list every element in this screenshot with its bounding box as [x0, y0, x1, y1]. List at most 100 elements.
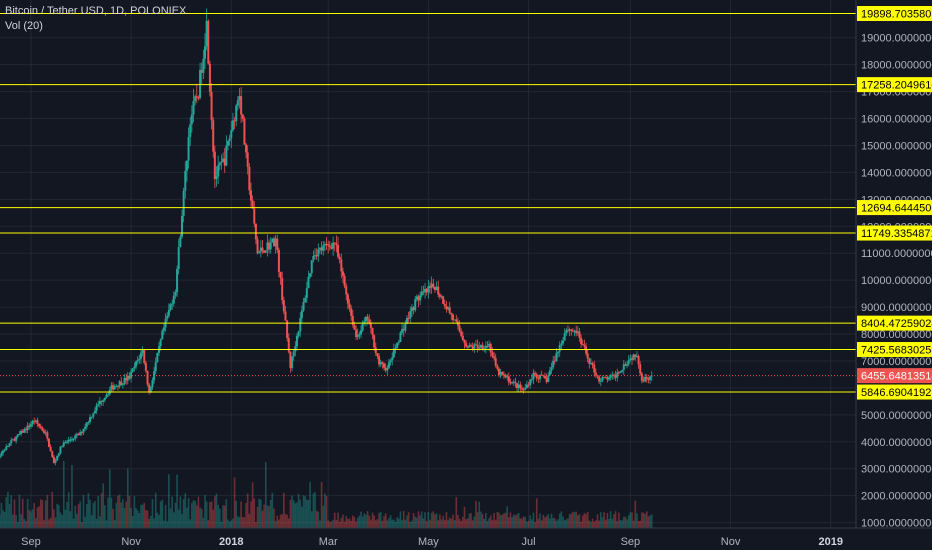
volume-bar — [512, 514, 515, 528]
candle-body — [136, 360, 139, 362]
volume-bar — [243, 517, 246, 528]
last-price-tag-background — [857, 368, 932, 384]
volume-bar — [466, 518, 469, 528]
level-tag-label: 12694.64445009 — [861, 203, 932, 215]
horizontal-levels[interactable] — [0, 13, 856, 393]
level-price-tag[interactable]: 12694.64445009 — [857, 200, 932, 216]
candle-body — [369, 323, 372, 328]
volume-bar — [560, 511, 563, 528]
volume-bar — [373, 515, 375, 528]
volume-bar — [637, 520, 640, 528]
volume-bar — [600, 512, 602, 528]
candle-body — [169, 304, 172, 310]
volume-bar — [312, 493, 315, 528]
candle-body — [486, 345, 489, 347]
volume-bar — [71, 465, 73, 528]
volume-bar — [445, 511, 448, 528]
candle-body — [292, 351, 295, 357]
volume-bar — [493, 513, 495, 528]
candle-body — [85, 422, 88, 427]
time-axis-tick: 2019 — [818, 536, 842, 548]
candle-body — [361, 322, 364, 331]
candle-body — [394, 348, 397, 350]
candle-body — [218, 163, 221, 166]
candle-body — [647, 378, 650, 380]
volume-bar — [320, 481, 323, 528]
candle-body — [141, 349, 144, 353]
level-price-tag[interactable]: 11749.33548710 — [857, 225, 932, 241]
volume-bar — [397, 518, 400, 528]
candle-body — [509, 382, 512, 384]
volume-bar — [31, 509, 34, 528]
time-axis-tick: Nov — [121, 536, 141, 548]
volume-bar — [407, 512, 410, 528]
volume-bar — [468, 513, 471, 528]
volume-bar — [163, 520, 165, 528]
candle-body — [471, 346, 474, 349]
candle-body — [603, 377, 606, 379]
level-tag-label: 8404.47259024 — [861, 318, 932, 330]
volume-bar — [38, 506, 40, 528]
volume-bar — [575, 511, 577, 528]
candle-body — [77, 434, 80, 436]
candle-body — [52, 456, 55, 463]
candle-body — [552, 360, 555, 368]
candle-body — [501, 372, 504, 375]
candle-body — [522, 389, 525, 391]
level-price-tag[interactable]: 8404.47259024 — [857, 315, 932, 331]
candle-body — [103, 397, 106, 401]
candle-body — [368, 319, 371, 324]
candle-body — [291, 356, 294, 369]
volume-indicator-label[interactable]: Vol (20) — [5, 20, 43, 32]
candle-body — [568, 329, 571, 331]
level-price-tag[interactable]: 7425.56830258 — [857, 342, 932, 358]
level-price-tag[interactable]: 5846.69041927 — [857, 384, 932, 400]
candle-body — [565, 330, 568, 334]
candle-body — [409, 310, 412, 319]
level-tag-label: 5846.69041927 — [861, 387, 932, 399]
candle-body — [325, 243, 328, 245]
volume-bar — [177, 509, 180, 528]
volume-bar — [629, 512, 632, 528]
level-tag-background — [857, 342, 932, 358]
candle-body — [80, 432, 83, 434]
volume-bar — [286, 514, 288, 528]
candle-body — [619, 371, 622, 373]
candle-body — [105, 394, 108, 398]
volume-bar — [76, 513, 78, 528]
candle-body — [614, 374, 617, 378]
candle-body — [496, 365, 499, 369]
volume-bar — [138, 513, 141, 528]
volume-bar — [353, 517, 356, 528]
volume-bar — [215, 493, 218, 528]
candle-body — [491, 352, 494, 357]
volume-bar — [15, 514, 17, 528]
volume-bar — [632, 520, 635, 528]
volume-bar — [375, 520, 377, 528]
time-axis[interactable] — [0, 528, 932, 550]
level-price-tag[interactable]: 17258.20496107 — [857, 77, 932, 93]
price-axis-tags[interactable]: 19898.70358075 17258.20496107 12694.644450… — [857, 6, 932, 400]
last-price-tag[interactable]: 6455.64813514 — [857, 368, 932, 384]
volume-bar — [64, 509, 67, 528]
candle-body — [312, 255, 315, 261]
candle-body — [210, 91, 213, 121]
candle-body — [8, 443, 11, 446]
candle-body — [310, 260, 313, 274]
volume-bar — [46, 494, 49, 528]
volume-bar — [360, 511, 362, 528]
candle-body — [320, 247, 323, 251]
candle-body — [499, 372, 502, 375]
candle-body — [594, 372, 597, 376]
volume-bar — [90, 515, 93, 528]
candle-body — [125, 377, 128, 381]
candle-body — [644, 376, 647, 382]
volume-bar — [394, 521, 397, 528]
level-price-tag[interactable]: 19898.70358075 — [857, 6, 932, 22]
volume-bar — [604, 519, 607, 528]
volume-bar — [345, 516, 348, 528]
volume-bar — [350, 520, 352, 528]
volume-bar — [535, 498, 538, 528]
volume-bar — [531, 519, 533, 528]
